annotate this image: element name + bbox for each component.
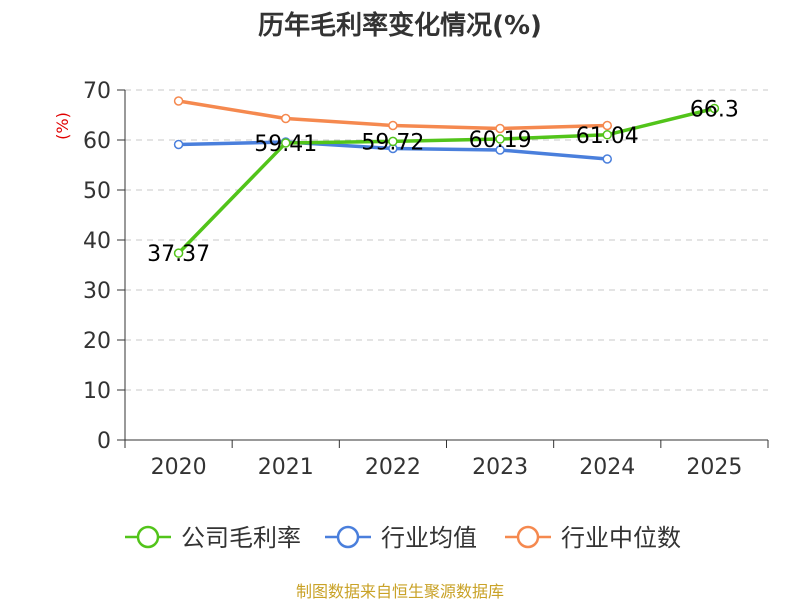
data-point (602, 154, 612, 164)
y-tick-label: 50 (83, 179, 111, 204)
data-point (602, 120, 612, 131)
x-tick-label: 2025 (686, 455, 742, 480)
legend-item[interactable]: 行业均值 (325, 524, 477, 552)
x-tick-label: 2024 (579, 455, 635, 480)
legend-item[interactable]: 行业中位数 (505, 524, 681, 552)
axes: 0 10 20 30 40 50 60 70 2020 2021 2022 2023 2024 2025 (83, 79, 769, 480)
data-point (495, 134, 505, 144)
data-point (709, 103, 720, 114)
data-label: 59.72 (361, 130, 424, 155)
grid-lines (125, 89, 768, 391)
data-point (173, 96, 184, 106)
legend-marker-icon (136, 525, 160, 549)
data-label: 66.3 (690, 98, 739, 123)
y-tick-label: 0 (97, 429, 111, 454)
data-point (388, 136, 398, 147)
data-point (495, 123, 505, 134)
data-point (602, 130, 612, 140)
legend: 公司毛利率 行业均值 行业中位数 (125, 524, 681, 552)
data-label: 37.37 (147, 242, 210, 267)
data-point (495, 145, 505, 155)
y-tick-label: 10 (83, 379, 111, 404)
source-note: 制图数据来自恒生聚源数据库 (296, 582, 504, 600)
x-tick-label: 2020 (151, 455, 207, 480)
y-tick-label: 30 (83, 279, 111, 304)
y-axis-unit-label: (%) (53, 112, 72, 140)
y-tick-label: 20 (83, 329, 111, 354)
legend-marker-icon (336, 525, 360, 549)
data-point (281, 138, 291, 148)
legend-label: 行业中位数 (561, 524, 681, 552)
data-point (281, 113, 291, 124)
data-label: 61.04 (576, 124, 639, 149)
data-label: 59.41 (254, 132, 317, 157)
y-tick-label: 40 (83, 229, 111, 254)
legend-marker-icon (516, 525, 540, 549)
data-point (173, 139, 184, 150)
data-point (173, 248, 184, 258)
legend-label: 行业均值 (381, 524, 477, 552)
y-tick-label: 60 (83, 129, 111, 154)
data-point (388, 120, 398, 131)
chart-title: 历年毛利率变化情况(%) (258, 10, 542, 41)
series-line (176, 106, 717, 255)
legend-label: 公司毛利率 (181, 524, 301, 552)
series-lines (173, 96, 720, 258)
data-label: 60.19 (469, 128, 532, 153)
legend-item[interactable]: 公司毛利率 (125, 524, 301, 552)
x-tick-label: 2021 (258, 455, 314, 480)
x-tick-label: 2022 (365, 455, 421, 480)
data-labels: 37.37 59.41 59.72 60.19 61.04 66.3 (147, 98, 739, 268)
x-tick-label: 2023 (472, 455, 528, 480)
y-tick-label: 70 (83, 79, 111, 104)
